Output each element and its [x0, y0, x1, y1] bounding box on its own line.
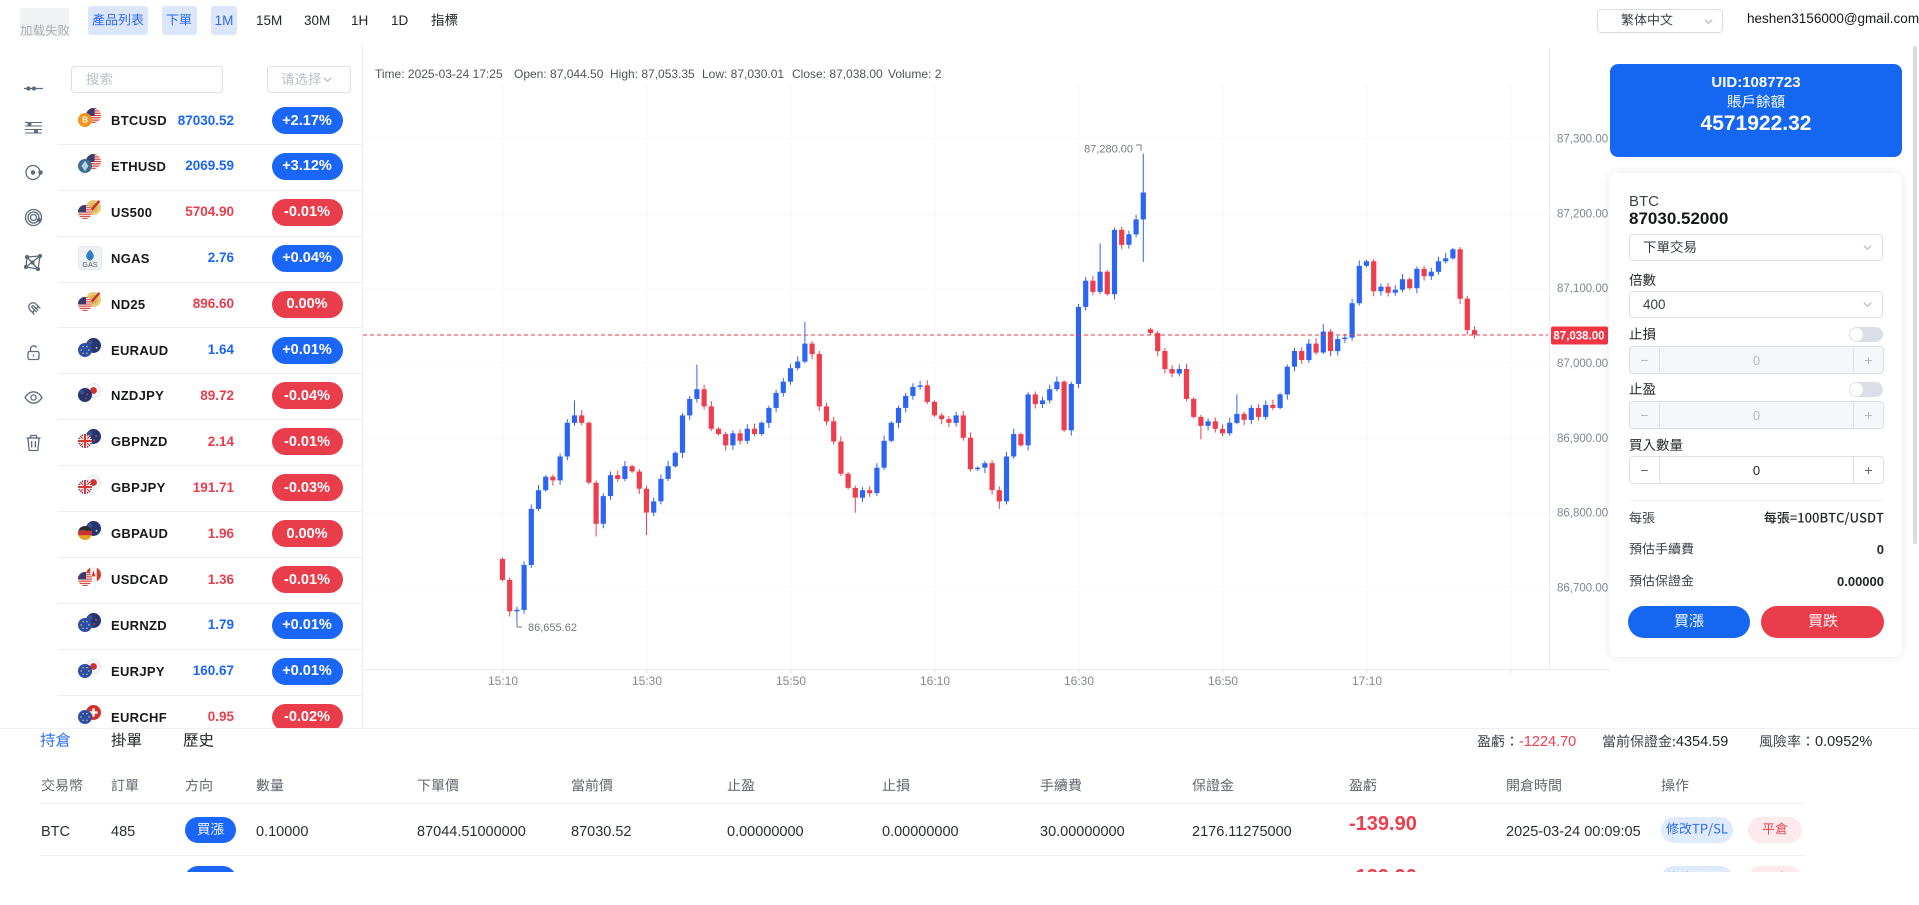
svg-text:86,800.00: 86,800.00 [1557, 508, 1608, 520]
svg-text:87,038.00: 87,038.00 [1553, 331, 1604, 343]
svg-text:87,000.00: 87,000.00 [1557, 358, 1608, 370]
svg-text:15:10: 15:10 [488, 674, 518, 688]
svg-text:Low: 87,030.01: Low: 87,030.01 [702, 67, 784, 81]
svg-text:87,100.00: 87,100.00 [1557, 283, 1608, 295]
svg-text:Close: 87,038.00: Close: 87,038.00 [792, 67, 883, 81]
svg-text:Open: 87,044.50: Open: 87,044.50 [514, 67, 604, 81]
svg-text:16:50: 16:50 [1208, 674, 1238, 688]
svg-text:15:50: 15:50 [776, 674, 806, 688]
svg-text:87,280.00: 87,280.00 [1084, 144, 1133, 156]
svg-text:High: 87,053.35: High: 87,053.35 [610, 67, 695, 81]
svg-text:86,655.62: 86,655.62 [528, 622, 577, 634]
svg-text:86,900.00: 86,900.00 [1557, 433, 1608, 445]
svg-text:B: B [82, 115, 88, 124]
svg-text:Volume: 2: Volume: 2 [888, 67, 942, 81]
svg-text:16:10: 16:10 [920, 674, 950, 688]
svg-text:16:30: 16:30 [1064, 674, 1094, 688]
svg-text:86,700.00: 86,700.00 [1557, 582, 1608, 594]
svg-text:17:10: 17:10 [1352, 674, 1382, 688]
svg-text:GAS: GAS [82, 260, 97, 269]
svg-text:Time: 2025-03-24 17:25: Time: 2025-03-24 17:25 [375, 67, 503, 81]
svg-text:87,300.00: 87,300.00 [1557, 134, 1608, 146]
svg-text:87,200.00: 87,200.00 [1557, 208, 1608, 220]
svg-text:15:30: 15:30 [632, 674, 662, 688]
